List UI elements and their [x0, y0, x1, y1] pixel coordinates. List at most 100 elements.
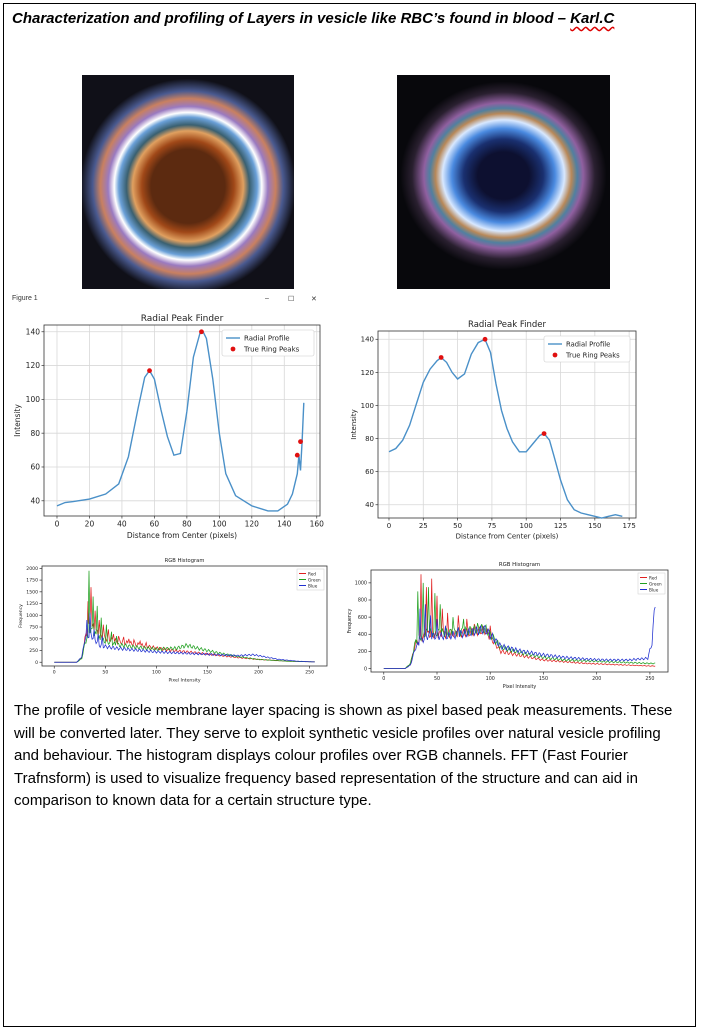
vesicle-image-left	[82, 75, 294, 289]
x-tick-label: 150	[539, 676, 548, 682]
legend-label-red: Red	[649, 576, 657, 581]
y-tick-label: 2000	[26, 566, 38, 572]
chart-title: RGB Histogram	[165, 558, 205, 564]
plot-series	[56, 329, 305, 512]
histogram-line-green	[54, 570, 315, 663]
y-tick-label: 1000	[26, 613, 38, 619]
ring-peak-point	[294, 452, 300, 458]
ring-peak-point	[298, 439, 303, 445]
legend-box	[296, 568, 325, 591]
x-tick-label: 200	[254, 670, 263, 676]
legend-label-blue: Blue	[649, 588, 659, 593]
x-axis-label: Pixel Intensity	[168, 678, 200, 684]
figure-window-titlebar: Figure 1 – ☐ ✕	[12, 293, 332, 307]
y-tick-label: 400	[358, 632, 367, 638]
plot-frame	[370, 569, 669, 673]
plot-frame	[377, 330, 637, 519]
y-tick-label: 500	[29, 636, 38, 642]
plot-frame	[41, 565, 328, 667]
x-axis-label: Pixel Intensity	[503, 684, 537, 690]
document-title: Characterization and profiling of Layers…	[12, 10, 614, 27]
histogram-line-blue	[383, 604, 656, 669]
legend-label-true-ring-peaks: True Ring Peaks	[565, 352, 620, 360]
histogram-line-green	[383, 582, 656, 669]
x-tick-label: 25	[419, 522, 428, 530]
legend-label-blue: Blue	[308, 584, 318, 589]
x-tick-label: 160	[310, 520, 325, 529]
y-axis-label: Frequency	[18, 604, 24, 628]
y-tick-label: 750	[29, 625, 38, 631]
x-tick-label: 20	[85, 520, 95, 529]
x-tick-label: 100	[212, 520, 227, 529]
rgb-histogram-right: RGB Histogram 0 50 100 150 200 250 0 200 400 600 80…	[347, 562, 669, 690]
y-tick-label: 60	[30, 463, 40, 472]
x-tick-label: 0	[53, 670, 56, 676]
histogram-line-blue	[54, 612, 315, 663]
y-tick-label: 250	[29, 648, 38, 654]
legend-label-radial-profile: Radial Profile	[244, 335, 290, 343]
x-tick-label: 0	[382, 676, 385, 682]
legend-label-green: Green	[308, 578, 321, 583]
vesicle-image-right	[397, 75, 610, 289]
x-tick-label: 100	[152, 670, 161, 676]
x-tick-label: 75	[487, 522, 496, 530]
y-tick-label: 100	[26, 395, 41, 404]
legend-dot-swatch	[230, 346, 236, 352]
y-tick-label: 80	[365, 435, 374, 443]
legend-box	[543, 335, 631, 363]
plot-frame	[43, 324, 321, 517]
y-tick-label: 800	[358, 598, 367, 604]
x-tick-label: 100	[520, 522, 533, 530]
y-tick-label: 600	[358, 615, 367, 621]
y-tick-label: 200	[358, 649, 367, 655]
y-axis-label: Intensity	[350, 409, 358, 439]
radial-peak-chart-right: Radial Peak Finder 0 25 50 75 100 125 150 175 40 6…	[350, 320, 637, 540]
ring-peak-point	[541, 431, 547, 437]
rgb-histogram-left: RGB Histogram 0 50 100 150 200 250 0 250 500 750 10…	[18, 558, 328, 684]
legend-label-radial-profile: Radial Profile	[566, 341, 610, 349]
close-icon[interactable]: ✕	[311, 296, 317, 303]
x-tick-label: 125	[554, 522, 567, 530]
y-tick-label: 60	[365, 468, 374, 476]
legend-box	[637, 572, 666, 595]
y-axis-label: Frequency	[347, 608, 353, 633]
maximize-icon[interactable]: ☐	[288, 296, 295, 303]
ring-peak-point	[438, 355, 444, 360]
chart-title: Radial Peak Finder	[468, 320, 546, 330]
document-page	[3, 3, 696, 1027]
ring-peak-point	[147, 368, 152, 374]
x-tick-label: 50	[434, 676, 440, 682]
y-tick-label: 40	[30, 496, 40, 505]
plot-series	[54, 570, 315, 663]
title-text: Characterization and profiling of Layers…	[12, 10, 571, 27]
ring-peak-point	[482, 336, 488, 342]
x-tick-label: 0	[55, 520, 60, 529]
author-name: Karl.C	[570, 10, 615, 27]
y-axis-label: Intensity	[13, 404, 22, 437]
radial-peak-chart-left: Radial Peak Finder 0 20 40 60 80 100 120 140 160 4…	[13, 314, 325, 540]
y-tick-label: 0	[364, 666, 367, 672]
x-tick-label: 0	[387, 522, 391, 530]
legend-dot-swatch	[552, 352, 558, 358]
x-tick-label: 250	[305, 670, 314, 676]
chart-title: RGB Histogram	[499, 562, 540, 568]
y-tick-label: 100	[361, 402, 374, 410]
y-tick-label: 1750	[26, 578, 38, 584]
y-tick-label: 1250	[26, 601, 38, 607]
chart-legend: Radial Profile True Ring Peaks	[221, 329, 315, 357]
plot-series	[383, 574, 656, 669]
legend-box	[221, 329, 315, 357]
x-tick-label: 40	[117, 520, 127, 529]
legend-label-true-ring-peaks: True Ring Peaks	[243, 346, 300, 354]
x-tick-label: 140	[277, 520, 292, 529]
y-tick-label: 120	[361, 369, 374, 377]
x-axis-label: Distance from Center (pixels)	[456, 533, 559, 540]
x-tick-label: 60	[150, 520, 160, 529]
x-tick-label: 150	[588, 522, 601, 530]
x-tick-label: 50	[102, 670, 108, 676]
legend-label-green: Green	[649, 582, 662, 587]
y-tick-label: 140	[361, 336, 374, 344]
y-tick-label: 1500	[26, 589, 38, 595]
minimize-icon[interactable]: –	[265, 295, 269, 302]
